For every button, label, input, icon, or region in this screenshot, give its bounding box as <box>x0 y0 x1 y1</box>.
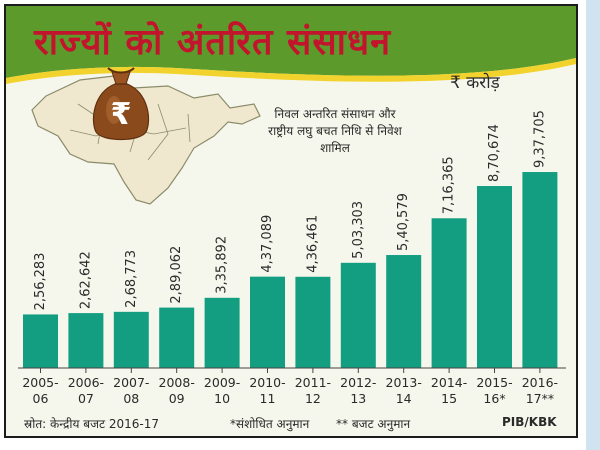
footnote-revised-estimate: *संशोधित अनुमान <box>230 417 310 431</box>
x-tick-label-7-0: 2012- <box>340 375 376 390</box>
bar-7 <box>340 262 376 368</box>
bar-8 <box>386 255 422 368</box>
source-note: स्रोत: केन्द्रीय बजट 2016-17 <box>24 417 159 431</box>
bar-value-label-1: 2,62,642 <box>78 251 93 309</box>
x-tick-label-8-0: 2013- <box>386 375 422 390</box>
x-tick-label-4-0: 2009- <box>204 375 240 390</box>
bar-value-label-5: 4,37,089 <box>260 215 275 273</box>
bar-5 <box>250 276 285 368</box>
x-tick-label-9-0: 2014- <box>431 375 467 390</box>
x-tick-label-11-0: 2016- <box>522 375 558 390</box>
bar-2 <box>113 311 149 368</box>
svg-text:₹: ₹ <box>111 97 132 132</box>
bar-4 <box>204 297 240 368</box>
x-tick-label-9-1: 15 <box>441 391 457 406</box>
x-tick-label-2-0: 2007- <box>113 375 149 390</box>
bar-11 <box>522 172 558 368</box>
bar-3 <box>159 307 195 368</box>
x-tick-label-10-1: 16* <box>483 391 505 406</box>
footnote-budget-estimate: ** बजट अनुमान <box>336 417 411 431</box>
footer: स्रोत: केन्द्रीय बजट 2016-17 *संशोधित अन… <box>6 410 576 436</box>
chart-title: राज्यों को अंतरित संसाधन <box>34 22 392 63</box>
bar-1 <box>68 313 104 368</box>
x-tick-label-3-1: 09 <box>169 391 185 406</box>
x-tick-label-7-1: 13 <box>350 391 366 406</box>
x-tick-label-3-0: 2008- <box>159 375 195 390</box>
bar-6 <box>295 276 331 368</box>
bar-value-label-9: 7,16,365 <box>442 156 457 214</box>
bar-value-label-4: 3,35,892 <box>215 236 230 294</box>
x-tick-label-8-1: 14 <box>396 391 412 406</box>
bar-chart: 2,56,283 2005-06 2,62,642 2006-07 2,68,773 20… <box>18 110 566 406</box>
bar-value-label-8: 5,40,579 <box>396 193 411 251</box>
bar-value-label-2: 2,68,773 <box>124 250 139 308</box>
page-edge-strip <box>586 0 600 450</box>
bar-0 <box>23 314 58 368</box>
x-tick-label-6-1: 12 <box>305 391 321 406</box>
x-tick-label-4-1: 10 <box>214 391 230 406</box>
x-tick-label-1-0: 2006- <box>68 375 104 390</box>
x-tick-label-5-1: 11 <box>260 391 276 406</box>
bar-value-label-6: 4,36,461 <box>305 215 320 273</box>
infographic-frame: राज्यों को अंतरित संसाधन ₹ ₹ करोड़ निवल … <box>4 4 578 438</box>
bar-10 <box>477 186 512 368</box>
title-banner <box>6 6 576 84</box>
rupee-money-bag-icon: ₹ <box>92 67 150 141</box>
x-tick-label-1-1: 07 <box>78 391 94 406</box>
bar-value-label-11: 9,37,705 <box>532 110 547 168</box>
bar-value-label-0: 2,56,283 <box>33 253 48 311</box>
chart-note: निवल अन्तरित संसाधन और राष्ट्रीय लघु बचत… <box>268 107 402 155</box>
x-tick-label-10-0: 2015- <box>476 375 512 390</box>
bar-value-label-7: 5,03,303 <box>351 201 366 259</box>
x-tick-label-0-0: 2005- <box>22 375 58 390</box>
x-tick-label-0-1: 06 <box>33 391 49 406</box>
unit-label: ₹ करोड़ <box>450 73 500 93</box>
bar-9 <box>431 218 467 368</box>
x-tick-label-5-0: 2010- <box>249 375 285 390</box>
bar-value-label-3: 2,89,062 <box>169 246 184 304</box>
x-tick-label-11-1: 17** <box>526 391 554 406</box>
x-tick-label-6-0: 2011- <box>295 375 331 390</box>
x-tick-label-2-1: 08 <box>123 391 139 406</box>
bar-value-label-10: 8,70,674 <box>487 124 502 182</box>
credit-label: PIB/KBK <box>502 415 557 429</box>
